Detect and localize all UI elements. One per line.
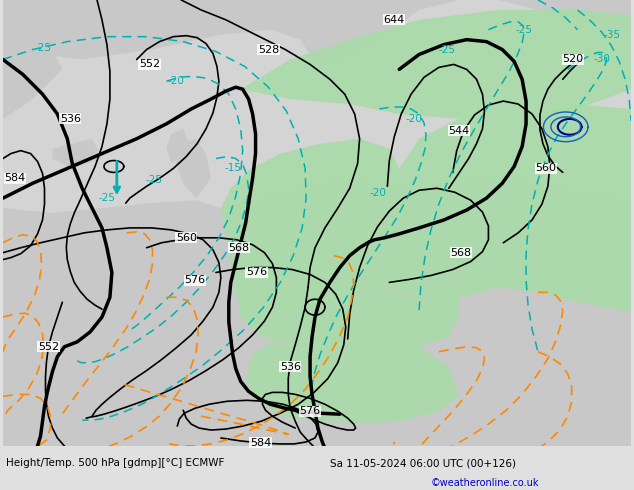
Text: 584: 584 xyxy=(250,438,271,448)
Text: -20: -20 xyxy=(168,76,184,86)
Text: 568: 568 xyxy=(450,247,471,258)
Text: -5: -5 xyxy=(552,307,553,308)
Text: -10: -10 xyxy=(22,247,24,248)
Text: ©weatheronline.co.uk: ©weatheronline.co.uk xyxy=(431,478,540,488)
Text: 536: 536 xyxy=(280,362,301,371)
Text: -20: -20 xyxy=(369,188,386,198)
Text: -10: -10 xyxy=(23,366,26,367)
Polygon shape xyxy=(176,139,211,198)
Polygon shape xyxy=(3,357,631,446)
Text: 520: 520 xyxy=(562,54,583,65)
Text: 576: 576 xyxy=(246,268,267,277)
Text: 568: 568 xyxy=(228,243,249,253)
Text: 560: 560 xyxy=(176,233,197,243)
Text: 644: 644 xyxy=(384,15,405,25)
Polygon shape xyxy=(3,0,631,70)
Polygon shape xyxy=(399,104,631,312)
Polygon shape xyxy=(221,139,458,317)
Text: 576: 576 xyxy=(299,406,321,416)
Text: -15: -15 xyxy=(224,164,242,173)
Text: -35: -35 xyxy=(604,30,621,40)
Text: -25: -25 xyxy=(145,175,162,185)
Text: 552: 552 xyxy=(139,59,160,70)
Text: 544: 544 xyxy=(448,126,469,136)
Text: 560: 560 xyxy=(535,164,557,173)
Text: -20: -20 xyxy=(406,114,422,124)
Text: Height/Temp. 500 hPa [gdmp][°C] ECMWF: Height/Temp. 500 hPa [gdmp][°C] ECMWF xyxy=(6,458,224,468)
Text: -30: -30 xyxy=(594,54,611,65)
Text: 552: 552 xyxy=(38,342,59,352)
Text: -10: -10 xyxy=(249,433,252,434)
Text: -25: -25 xyxy=(438,45,455,54)
Text: -15: -15 xyxy=(140,247,143,248)
Text: Sa 11-05-2024 06:00 UTC (00+126): Sa 11-05-2024 06:00 UTC (00+126) xyxy=(330,458,515,468)
Polygon shape xyxy=(245,342,458,424)
Polygon shape xyxy=(3,178,631,446)
Text: -15: -15 xyxy=(340,277,343,278)
Text: -25: -25 xyxy=(98,193,115,203)
Polygon shape xyxy=(241,10,631,119)
Text: 536: 536 xyxy=(60,114,81,124)
Text: -25: -25 xyxy=(515,24,533,35)
Polygon shape xyxy=(3,20,62,119)
Text: -5: -5 xyxy=(185,307,187,308)
Text: -10: -10 xyxy=(477,371,480,372)
Polygon shape xyxy=(241,293,458,352)
Text: -10: -10 xyxy=(555,374,557,375)
Polygon shape xyxy=(53,139,102,169)
Text: -25: -25 xyxy=(34,43,51,52)
Text: 584: 584 xyxy=(4,173,25,183)
Text: 528: 528 xyxy=(258,45,279,54)
Polygon shape xyxy=(166,129,189,164)
Text: 576: 576 xyxy=(184,275,205,285)
